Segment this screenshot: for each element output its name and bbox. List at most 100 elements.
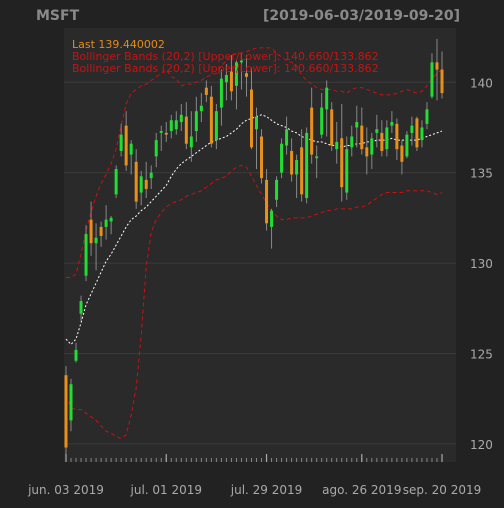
candle xyxy=(290,138,294,182)
candle-body xyxy=(420,127,424,141)
candle xyxy=(249,67,253,150)
candle xyxy=(234,60,238,110)
candle xyxy=(385,120,389,157)
candle xyxy=(305,127,309,204)
candle xyxy=(345,136,349,200)
candle xyxy=(370,132,374,170)
candle xyxy=(375,114,379,148)
candle xyxy=(320,93,324,139)
candle xyxy=(380,120,384,157)
candle-body xyxy=(194,111,198,132)
candle xyxy=(355,105,359,148)
candle xyxy=(179,103,183,132)
candle-body xyxy=(149,172,153,179)
candle-body xyxy=(390,122,394,126)
candle-body xyxy=(400,145,404,162)
candle xyxy=(159,125,163,151)
candle-body xyxy=(340,138,344,188)
x-tick-label: jun. 03 2019 xyxy=(27,483,104,497)
candle xyxy=(255,107,259,170)
candle xyxy=(410,116,414,146)
candle xyxy=(219,69,223,126)
candle xyxy=(430,53,434,99)
candle xyxy=(144,161,148,198)
legend-entry: Bollinger Bands (20,2) [Upper/Lower]: 14… xyxy=(72,62,379,75)
candle-body xyxy=(305,132,309,198)
candle xyxy=(229,55,233,101)
candle-body xyxy=(139,176,143,193)
candle-body xyxy=(300,147,304,195)
candle xyxy=(114,165,118,198)
candle xyxy=(194,96,198,142)
candle-body xyxy=(375,129,379,133)
candle-body xyxy=(415,118,419,148)
candle-body xyxy=(179,114,183,123)
candle xyxy=(129,140,133,175)
candle-body xyxy=(174,120,178,130)
candle-body xyxy=(199,105,203,112)
chart-title: MSFT xyxy=(36,8,80,24)
candle-body xyxy=(169,120,173,132)
candle xyxy=(415,116,419,151)
candle-body xyxy=(119,134,123,151)
candle-body xyxy=(285,129,289,146)
candle-body xyxy=(280,143,284,173)
candle-body xyxy=(184,116,188,144)
candle xyxy=(164,122,168,142)
y-tick-label: 120 xyxy=(470,438,493,452)
candle xyxy=(174,111,178,135)
candle-body xyxy=(325,87,329,110)
candle-body xyxy=(219,78,223,108)
candle-body xyxy=(430,62,434,97)
candle xyxy=(84,225,88,282)
candle xyxy=(265,169,269,231)
candle-body xyxy=(395,123,399,150)
candle xyxy=(79,295,83,321)
grid-lines xyxy=(64,81,456,445)
candle-body xyxy=(365,147,369,157)
candle xyxy=(169,114,173,139)
candle-body xyxy=(345,149,349,193)
candle-body xyxy=(255,116,259,130)
candle-body xyxy=(229,71,233,92)
candle xyxy=(400,140,404,175)
candle-body xyxy=(249,89,253,148)
candle-body xyxy=(94,237,98,244)
candle xyxy=(124,111,128,171)
candle-body xyxy=(124,125,128,166)
candle-body xyxy=(350,136,354,148)
legend-entry: Last 139.440002 xyxy=(72,38,165,51)
y-tick-label: 130 xyxy=(470,257,493,271)
candle xyxy=(270,208,274,249)
candle-body xyxy=(69,384,73,421)
candle xyxy=(425,102,429,130)
bollinger-bands xyxy=(65,47,443,440)
candle xyxy=(395,118,399,161)
candle xyxy=(109,216,113,235)
date-range-label: [2019-06-03/2019-09-20] xyxy=(263,8,460,24)
candle xyxy=(310,87,314,164)
candle-body xyxy=(435,62,439,70)
candle-body xyxy=(380,132,384,151)
candle xyxy=(99,221,103,247)
candle xyxy=(69,378,73,432)
candle xyxy=(189,111,193,162)
candle-body xyxy=(265,179,269,224)
candle-body xyxy=(410,125,414,133)
y-tick-label: 135 xyxy=(470,167,493,181)
candle xyxy=(365,127,369,175)
candle xyxy=(184,102,188,150)
candle xyxy=(89,201,93,256)
candle xyxy=(260,129,264,184)
candle xyxy=(244,55,248,97)
candle-body xyxy=(355,122,359,128)
candle-body xyxy=(134,161,138,202)
candle xyxy=(390,111,394,133)
candle xyxy=(350,125,354,157)
candle xyxy=(300,129,304,202)
candle-body xyxy=(109,217,113,222)
candle xyxy=(405,131,409,159)
candle-body xyxy=(405,134,409,157)
